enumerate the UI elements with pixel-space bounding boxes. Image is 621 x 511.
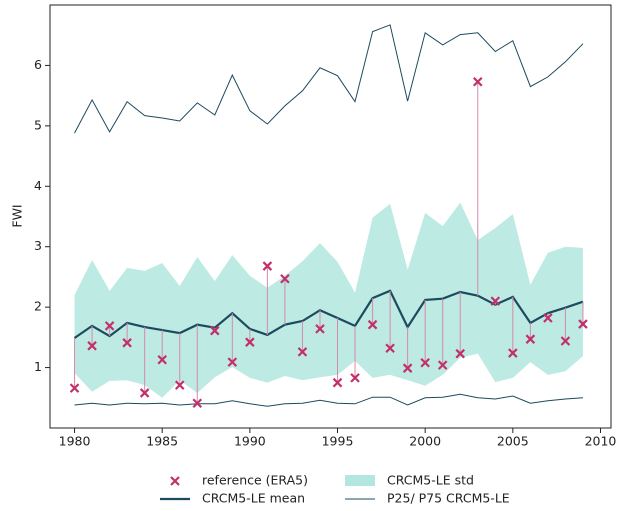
reference-marker xyxy=(350,373,360,383)
reference-marker xyxy=(508,348,518,358)
reference-marker xyxy=(525,334,536,344)
legend-label: CRCM5-LE std xyxy=(387,473,474,488)
x-tick-label: 1985 xyxy=(146,434,178,449)
y-tick-label: 4 xyxy=(34,178,42,193)
x-tick-label: 1995 xyxy=(322,434,354,449)
y-tick-label: 1 xyxy=(34,359,42,374)
reference-marker xyxy=(297,347,308,357)
percentile-line xyxy=(74,24,584,134)
reference-marker xyxy=(104,321,115,331)
y-tick-label: 3 xyxy=(34,238,42,253)
legend-patch xyxy=(345,475,375,486)
reference-marker xyxy=(245,337,255,347)
reference-marker xyxy=(192,398,203,409)
reference-marker xyxy=(455,348,466,359)
x-tick-label: 1980 xyxy=(59,434,91,449)
y-axis-label: FWI xyxy=(10,204,25,227)
reference-marker xyxy=(139,388,150,398)
reference-marker xyxy=(280,273,290,284)
x-tick-label: 2000 xyxy=(409,434,441,449)
reference-marker xyxy=(402,363,413,373)
reference-marker xyxy=(543,313,553,323)
reference-marker xyxy=(578,319,588,329)
reference-marker xyxy=(315,324,325,334)
reference-marker xyxy=(227,357,238,367)
legend-label: reference (ERA5) xyxy=(202,473,308,488)
y-tick-label: 2 xyxy=(34,299,42,314)
reference-marker xyxy=(472,76,483,87)
reference-marker xyxy=(420,357,430,368)
reference-marker xyxy=(385,343,395,354)
y-tick-label: 6 xyxy=(34,57,42,72)
reference-marker xyxy=(210,325,220,336)
reference-marker xyxy=(157,354,167,365)
x-tick-label: 1990 xyxy=(234,434,266,449)
legend-label: CRCM5-LE mean xyxy=(202,491,305,506)
legend-marker xyxy=(170,476,180,486)
reference-marker xyxy=(69,383,80,393)
reference-marker xyxy=(332,377,343,388)
reference-marker xyxy=(490,296,501,306)
reference-marker xyxy=(367,319,378,330)
reference-marker xyxy=(122,338,132,348)
reference-marker xyxy=(87,341,97,351)
reference-marker xyxy=(262,261,273,271)
reference-marker xyxy=(437,360,448,370)
y-tick-label: 5 xyxy=(34,117,42,132)
x-tick-label: 2010 xyxy=(585,434,617,449)
x-tick-label: 2005 xyxy=(497,434,529,449)
reference-marker xyxy=(560,336,571,346)
plot-frame xyxy=(49,4,612,429)
reference-marker xyxy=(174,380,185,390)
legend-label: P25/ P75 CRCM5-LE xyxy=(387,491,510,506)
std-band xyxy=(74,202,583,398)
percentile-line xyxy=(74,393,584,407)
